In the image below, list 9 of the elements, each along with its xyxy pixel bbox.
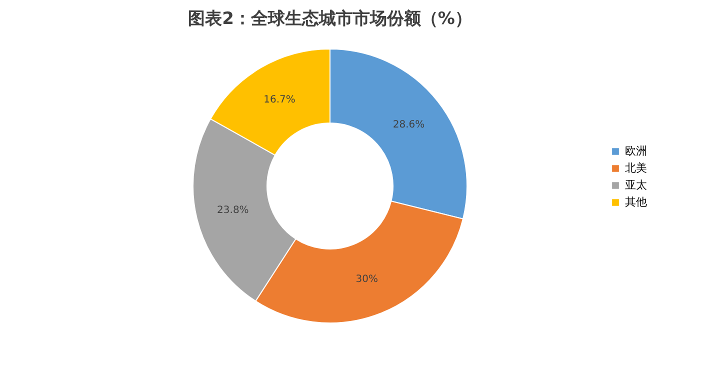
legend-label: 北美 <box>625 162 647 174</box>
data-label: 28.6% <box>392 119 425 130</box>
chart-title: 图表2：全球生态城市市场份额（%） <box>188 9 472 29</box>
legend-label: 欧洲 <box>625 144 647 158</box>
legend-label: 其他 <box>625 196 647 208</box>
data-label: 16.7% <box>264 94 296 106</box>
data-label: 30% <box>356 274 378 285</box>
legend-label: 亚太 <box>625 178 647 192</box>
data-label: 23.8% <box>217 205 249 216</box>
